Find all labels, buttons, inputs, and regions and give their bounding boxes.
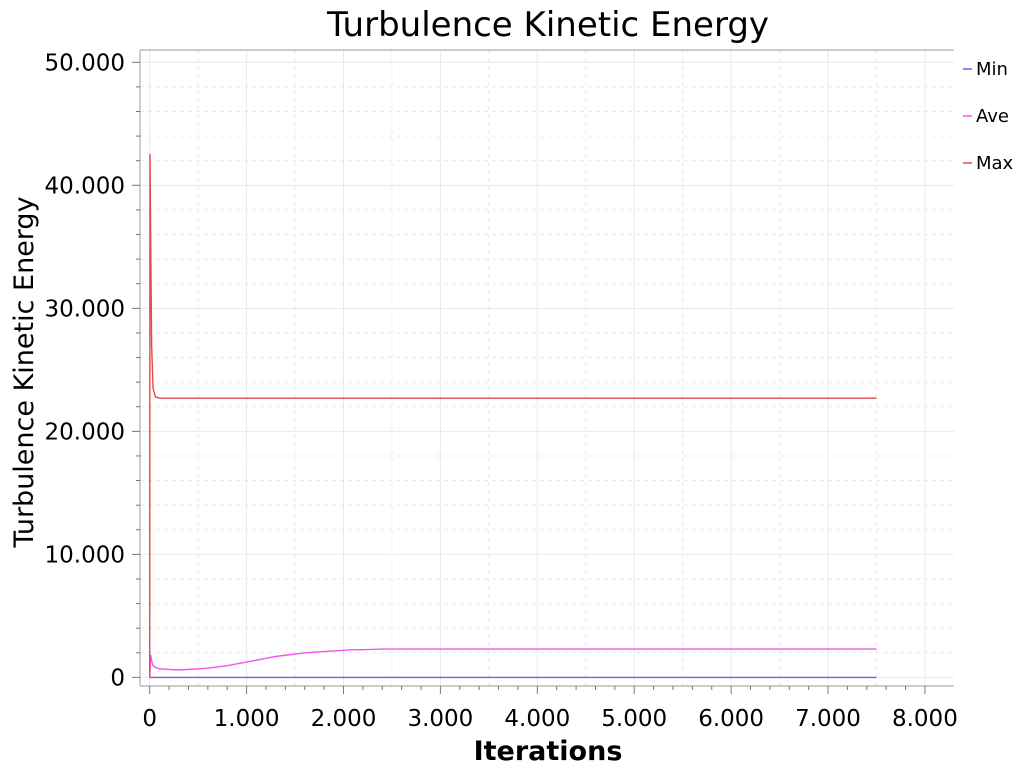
y-tick-label: 20.000 [45, 419, 125, 445]
legend: Min Ave Max [963, 59, 1014, 174]
series-line-ave [148, 648, 877, 678]
x-tick-label: 2.000 [311, 706, 377, 732]
series-line-max [148, 153, 877, 678]
x-tick-label: 8.000 [892, 706, 958, 732]
y-tick-label: 40.000 [45, 173, 125, 199]
x-tick-label: 6.000 [698, 706, 764, 732]
x-tick-label: 3.000 [407, 706, 473, 732]
legend-label-max: Max [976, 153, 1014, 174]
series-layer [148, 153, 877, 679]
chart-title: Turbulence Kinetic Energy [326, 5, 769, 45]
legend-label-ave: Ave [976, 106, 1009, 127]
y-tick-label: 30.000 [45, 296, 125, 322]
x-tick-label: 7.000 [795, 706, 861, 732]
axes: 0 1.000 2.000 3.000 4.000 5.000 6.000 7.000 8.00… [45, 49, 958, 732]
x-tick-label: 4.000 [504, 706, 570, 732]
y-tick-label: 10.000 [45, 542, 125, 568]
legend-label-min: Min [976, 59, 1008, 80]
y-tick-label: 50.000 [45, 50, 125, 76]
y-tick-label: 0 [110, 665, 125, 691]
y-axis-label: Turbulence Kinetic Energy [9, 196, 40, 548]
x-axis-label: Iterations [474, 736, 623, 767]
grid [140, 50, 954, 686]
x-tick-label: 5.000 [601, 706, 667, 732]
x-tick-label: 1.000 [214, 706, 280, 732]
x-tick-label: 0 [142, 706, 157, 732]
